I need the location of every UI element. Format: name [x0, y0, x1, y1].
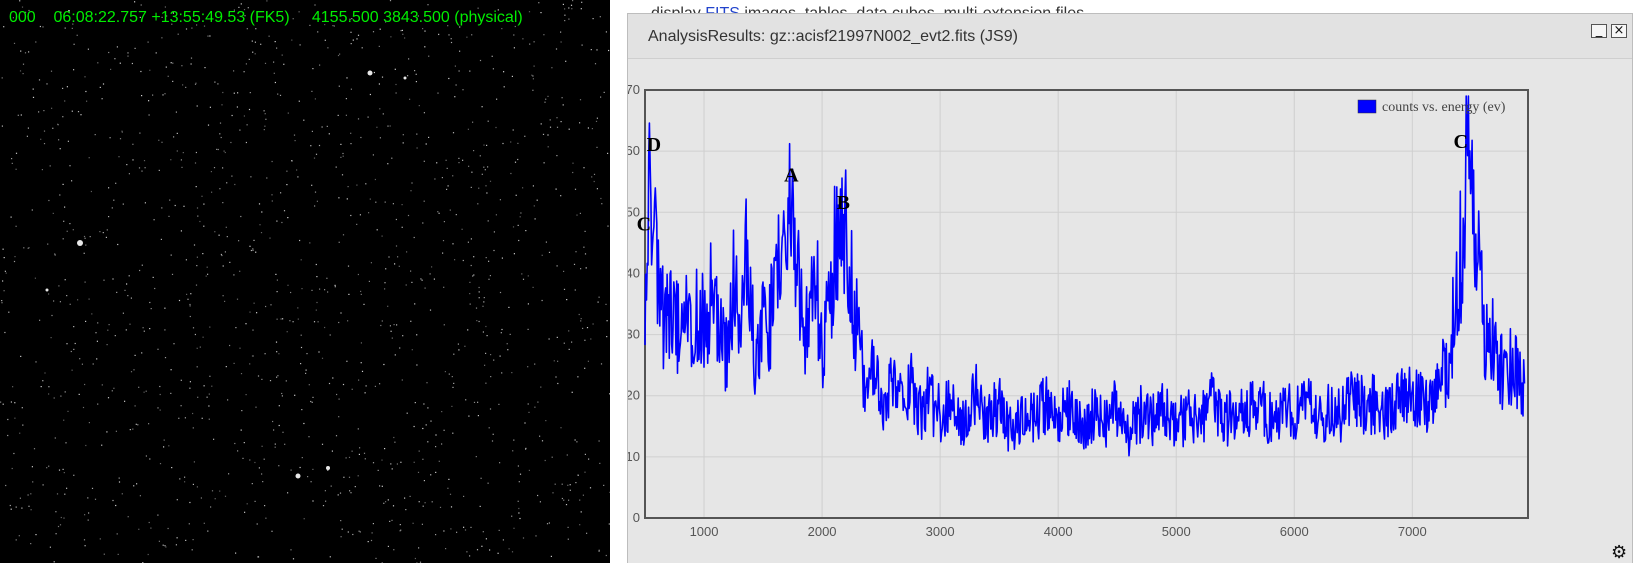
- analysis-results-window[interactable]: AnalysisResults: gz::acisf21997N002_evt2…: [627, 13, 1633, 563]
- plot-area: 0 10 20 30 40 50 60 70 1000 2000 3000 4000 5000 6000 7…: [628, 59, 1632, 563]
- y-tick-label: 10: [628, 449, 640, 464]
- y-tick-label: 20: [628, 388, 640, 403]
- x-tick-label: 5000: [1162, 524, 1191, 539]
- bullet-text-suffix: images, tables, data cubes, multi-extens…: [739, 5, 1085, 16]
- y-tick-label: 0: [633, 510, 640, 525]
- bright-source: [403, 76, 407, 80]
- y-tick-label: 50: [628, 204, 640, 219]
- window-titlebar[interactable]: AnalysisResults: gz::acisf21997N002_evt2…: [628, 14, 1632, 59]
- close-button[interactable]: ×: [1611, 24, 1627, 38]
- bright-source: [367, 70, 373, 76]
- bullet-text-prefix: display: [651, 5, 706, 16]
- bright-source: [295, 473, 301, 479]
- minimize-button[interactable]: _: [1591, 24, 1607, 38]
- peak-annotation: B: [837, 192, 850, 214]
- page-text-behind: display FITS images, tables, data cubes,…: [651, 0, 1171, 16]
- x-tick-label: 6000: [1280, 524, 1309, 539]
- image-display-panel[interactable]: 000 06:08:22.757 +13:55:49.53 (FK5) 4155…: [0, 0, 610, 563]
- bright-source: [326, 466, 330, 470]
- x-tick-label: 1000: [690, 524, 719, 539]
- window-title: AnalysisResults: gz::acisf21997N002_evt2…: [648, 28, 1018, 45]
- x-tick-label: 2000: [808, 524, 837, 539]
- legend-swatch: [1357, 99, 1377, 114]
- x-tick-label: 4000: [1044, 524, 1073, 539]
- legend-label: counts vs. energy (ev): [1382, 100, 1506, 115]
- coordinate-readout: 000 06:08:22.757 +13:55:49.53 (FK5) 4155…: [9, 9, 523, 26]
- series-line[interactable]: [644, 95, 1526, 457]
- y-tick-label: 30: [628, 327, 640, 342]
- energy-spectrum-chart[interactable]: 0 10 20 30 40 50 60 70 1000 2000 3000 4000 5000 6000 7…: [628, 59, 1632, 563]
- bright-source: [77, 240, 83, 246]
- y-tick-label: 70: [628, 82, 640, 97]
- fits-link[interactable]: FITS: [705, 5, 740, 16]
- peak-annotation: A: [784, 165, 799, 187]
- y-tick-label: 40: [628, 265, 640, 280]
- x-tick-label: 7000: [1398, 524, 1427, 539]
- x-tick-label: 3000: [926, 524, 955, 539]
- peak-annotation: D: [647, 134, 661, 156]
- star-field-image[interactable]: [0, 0, 610, 563]
- peak-annotation: C: [637, 214, 651, 236]
- gear-icon[interactable]: ⚙: [1611, 542, 1628, 562]
- peak-annotation: C: [1453, 131, 1467, 153]
- bright-source: [45, 288, 49, 292]
- y-tick-label: 60: [628, 143, 640, 158]
